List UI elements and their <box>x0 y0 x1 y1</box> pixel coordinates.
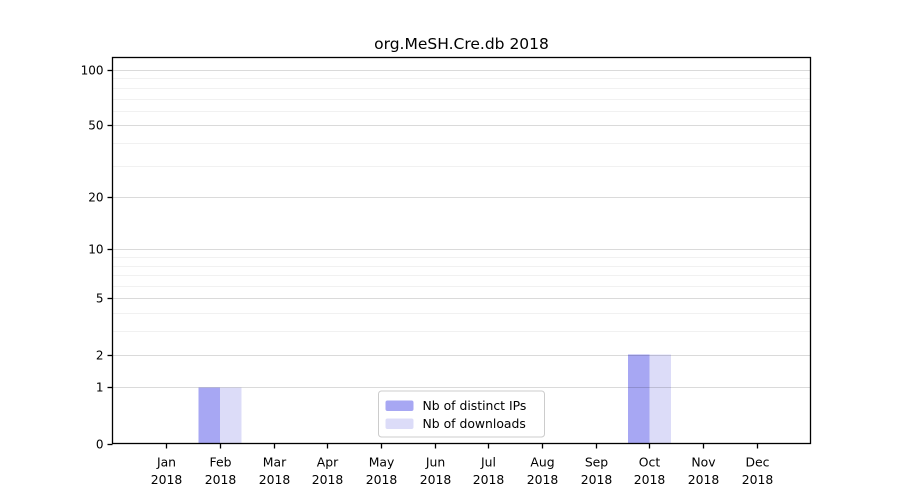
x-tick-label-year-may: 2018 <box>366 472 398 487</box>
x-tick-label-month-oct: Oct <box>639 455 661 470</box>
y-tick-label-10: 10 <box>88 243 103 257</box>
bars <box>198 354 671 444</box>
x-axis: Jan 2018 Feb 2018 Mar 2018 Apr 2018 May 2018 Jun 20… <box>151 443 774 487</box>
plot-border <box>111 56 812 445</box>
x-tick-label-year-jan: 2018 <box>151 472 183 487</box>
y-tick-label-50: 50 <box>88 119 103 133</box>
x-tick-label-year-oct: 2018 <box>634 472 666 487</box>
y-tick-label-100: 100 <box>81 64 104 78</box>
legend: Nb of distinct IPs Nb of downloads <box>378 390 545 438</box>
x-tick-label-year-nov: 2018 <box>688 472 720 487</box>
x-tick-label-month-sep: Sep <box>585 455 608 470</box>
y-tick-label-20: 20 <box>88 191 103 205</box>
x-tick-label-year-apr: 2018 <box>312 472 344 487</box>
x-tick-label-month-apr: Apr <box>317 455 339 470</box>
x-tick-label-month-feb: Feb <box>210 455 232 470</box>
legend-label-nb-of-distinct-ips: Nb of distinct IPs <box>423 398 527 413</box>
legend-swatch-nb-of-distinct-ips <box>385 400 414 411</box>
legend-box <box>378 390 545 438</box>
x-tick-label-month-dec: Dec <box>746 455 770 470</box>
x-tick-label-year-dec: 2018 <box>742 472 774 487</box>
x-tick-label-month-mar: Mar <box>263 455 287 470</box>
y-tick-label-1: 1 <box>96 381 104 395</box>
gridlines <box>112 70 811 388</box>
x-tick-label-year-mar: 2018 <box>259 472 291 487</box>
y-tick-label-2: 2 <box>96 349 104 363</box>
legend-label-nb-of-downloads: Nb of downloads <box>423 416 526 431</box>
x-tick-label-year-feb: 2018 <box>205 472 237 487</box>
legend-swatch-nb-of-downloads <box>385 418 414 429</box>
x-tick-label-year-sep: 2018 <box>581 472 613 487</box>
x-tick-label-month-nov: Nov <box>691 455 715 470</box>
bar-nb-of-downloads-oct <box>649 354 671 444</box>
x-tick-label-month-jun: Jun <box>425 455 445 470</box>
chart-title: org.MeSH.Cre.db 2018 <box>374 35 549 53</box>
y-tick-label-5: 5 <box>96 292 104 306</box>
bar-nb-of-distinct-ips-feb <box>198 387 220 444</box>
x-tick-label-month-jul: Jul <box>480 455 496 470</box>
x-tick-label-month-may: May <box>369 455 395 470</box>
x-tick-label-year-jul: 2018 <box>473 472 505 487</box>
x-tick-label-month-jan: Jan <box>156 455 176 470</box>
y-axis: 0 1 2 5 10 20 50 100 <box>81 64 113 452</box>
bar-nb-of-downloads-feb <box>219 387 242 444</box>
x-tick-label-year-aug: 2018 <box>527 472 559 487</box>
x-tick-label-month-aug: Aug <box>530 455 554 470</box>
x-tick-label-year-jun: 2018 <box>420 472 452 487</box>
bar-nb-of-distinct-ips-oct <box>627 354 650 444</box>
y-tick-label-0: 0 <box>96 438 104 452</box>
